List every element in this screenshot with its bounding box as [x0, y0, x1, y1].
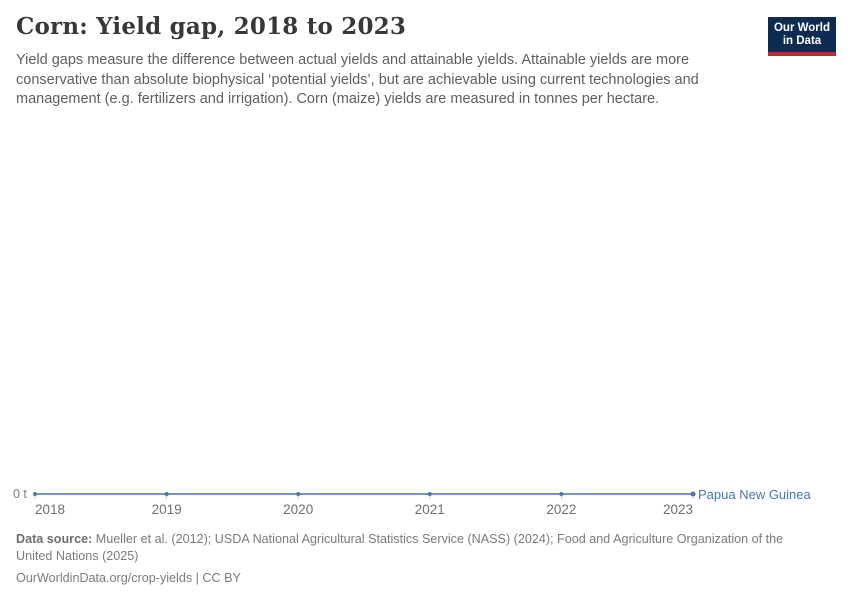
x-axis-tick-label: 2020 [283, 502, 314, 517]
line-chart-axis [33, 491, 696, 499]
x-axis-tick-label: 2023 [662, 502, 693, 517]
x-axis-tick-label: 2022 [546, 502, 577, 517]
citation-line: OurWorldinData.org/crop-yields | CC BY [16, 571, 241, 585]
series-label-papua-new-guinea: Papua New Guinea [698, 487, 811, 502]
data-source-text: Mueller et al. (2012); USDA National Agr… [16, 532, 784, 563]
chart-title: Corn: Yield gap, 2018 to 2023 [16, 13, 407, 40]
chart-subtitle: Yield gaps measure the difference betwee… [16, 52, 699, 107]
y-axis-tick-label: 0 t [13, 487, 27, 501]
chart-footer: Data source: Mueller et al. (2012); USDA… [16, 531, 810, 587]
owid-logo-line1: Our World [773, 22, 830, 34]
data-source-label: Data source: [16, 532, 93, 546]
x-axis-tick-label: 2021 [414, 502, 445, 517]
owid-logo-line2: in Data [782, 35, 822, 47]
x-axis-labels: 2018 2019 2020 2021 2022 2023 [0, 502, 850, 518]
x-axis-tick-label: 2019 [151, 502, 182, 517]
data-source-line: Data source: Mueller et al. (2012); USDA… [16, 531, 810, 564]
owid-logo: Our World in Data [768, 17, 836, 56]
x-axis-tick-label: 2018 [35, 502, 66, 517]
